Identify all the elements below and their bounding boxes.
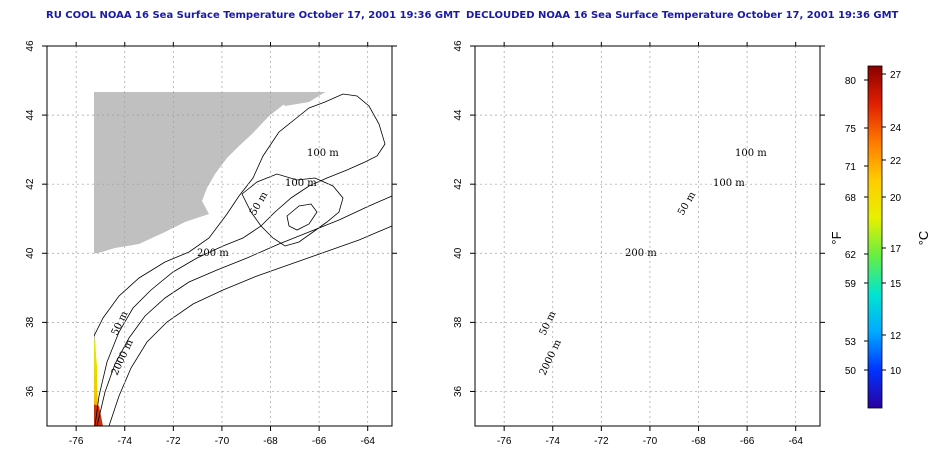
y-tick-label: 42	[25, 178, 36, 190]
contour-label: 100 m	[735, 148, 767, 159]
y-tick-label: 44	[25, 109, 36, 121]
x-tick-label: -68	[263, 436, 278, 447]
sst-warm-patch	[501, 402, 531, 426]
y-tick-label: 44	[453, 109, 464, 121]
map-frame	[474, 45, 821, 427]
contour-label: 100 m	[307, 148, 339, 159]
panel-title-left: RU COOL NOAA 16 Sea Surface Temperature …	[46, 10, 460, 21]
x-tick-label: -72	[166, 436, 181, 447]
x-tick-label: -68	[691, 436, 706, 447]
celsius-tick-label: 24	[890, 123, 902, 134]
contour-label: 200 m	[625, 248, 657, 259]
contour-label: 50 m	[676, 190, 698, 218]
y-tick-label: 40	[453, 247, 464, 259]
celsius-tick-label: 15	[890, 279, 902, 290]
x-tick-label: -64	[360, 436, 375, 447]
fahrenheit-tick-label: 71	[845, 162, 857, 173]
panel-title-right: DECLOUDED NOAA 16 Sea Surface Temperatur…	[466, 10, 899, 21]
celsius-tick-label: 17	[890, 244, 902, 255]
fahrenheit-tick-label: 80	[845, 76, 857, 87]
sst-raster	[94, 336, 99, 426]
y-tick-label: 38	[25, 316, 36, 328]
fahrenheit-tick-label: 53	[845, 337, 857, 348]
x-tick-label: -70	[643, 436, 658, 447]
y-tick-label: 36	[453, 385, 464, 397]
x-tick-label: -76	[497, 436, 512, 447]
isobath-contour	[241, 173, 344, 247]
y-tick-label: 36	[25, 385, 36, 397]
sst-cool-patch	[51, 274, 75, 300]
y-tick-label: 40	[25, 247, 36, 259]
isobath-contour	[96, 195, 393, 427]
isobath-contour	[94, 93, 386, 427]
fahrenheit-tick-label: 50	[845, 366, 857, 377]
fahrenheit-tick-label: 68	[845, 193, 857, 204]
x-tick-label: -66	[740, 436, 755, 447]
celsius-tick-label: 12	[890, 331, 902, 342]
x-tick-label: -66	[312, 436, 327, 447]
contour-label: 50 m	[248, 190, 270, 218]
fahrenheit-unit-label: °F	[829, 231, 844, 244]
celsius-tick-label: 20	[890, 193, 902, 204]
contour-label: 100 m	[713, 178, 745, 189]
isobath-contour	[108, 225, 393, 427]
nova-scotia-land	[275, 92, 326, 106]
y-tick-label: 42	[453, 178, 464, 190]
contour-label: 50 m	[538, 309, 559, 337]
x-tick-label: -72	[594, 436, 609, 447]
x-tick-label: -70	[215, 436, 230, 447]
contour-label: 200 m	[197, 248, 229, 259]
land-mass	[475, 46, 820, 426]
contour-label: 100 m	[285, 178, 317, 189]
fahrenheit-tick-label: 75	[845, 124, 857, 135]
y-tick-label: 46	[453, 40, 464, 52]
x-tick-label: -64	[788, 436, 803, 447]
isobath-contour	[286, 203, 318, 231]
sst-raster	[475, 274, 527, 426]
isobath-contour	[715, 204, 745, 230]
contour-label: 2000 m	[538, 338, 564, 378]
map-frame	[46, 45, 393, 427]
sst-warm-patch	[94, 404, 103, 426]
land-mass	[94, 92, 314, 411]
y-tick-label: 46	[25, 40, 36, 52]
fahrenheit-tick-label: 62	[845, 250, 857, 261]
isobath-contour	[537, 226, 820, 426]
contour-label: 2000 m	[110, 338, 136, 378]
celsius-tick-label: 27	[890, 70, 902, 81]
celsius-tick-label: 10	[890, 366, 902, 377]
x-tick-label: -74	[546, 436, 561, 447]
y-tick-label: 38	[453, 316, 464, 328]
colorbar-gradient	[867, 65, 883, 409]
temperature-colorbar: 80 75 71 68 62 59 53 50 27 24 22 20 17 15 12 10 °F °C	[829, 65, 931, 409]
celsius-unit-label: °C	[916, 231, 931, 246]
x-tick-label: -74	[118, 436, 133, 447]
x-tick-label: -76	[69, 436, 84, 447]
fahrenheit-tick-label: 59	[845, 279, 857, 290]
nova-scotia-land	[703, 68, 775, 106]
contour-label: 50 m	[110, 309, 131, 337]
celsius-tick-label: 22	[890, 156, 902, 167]
